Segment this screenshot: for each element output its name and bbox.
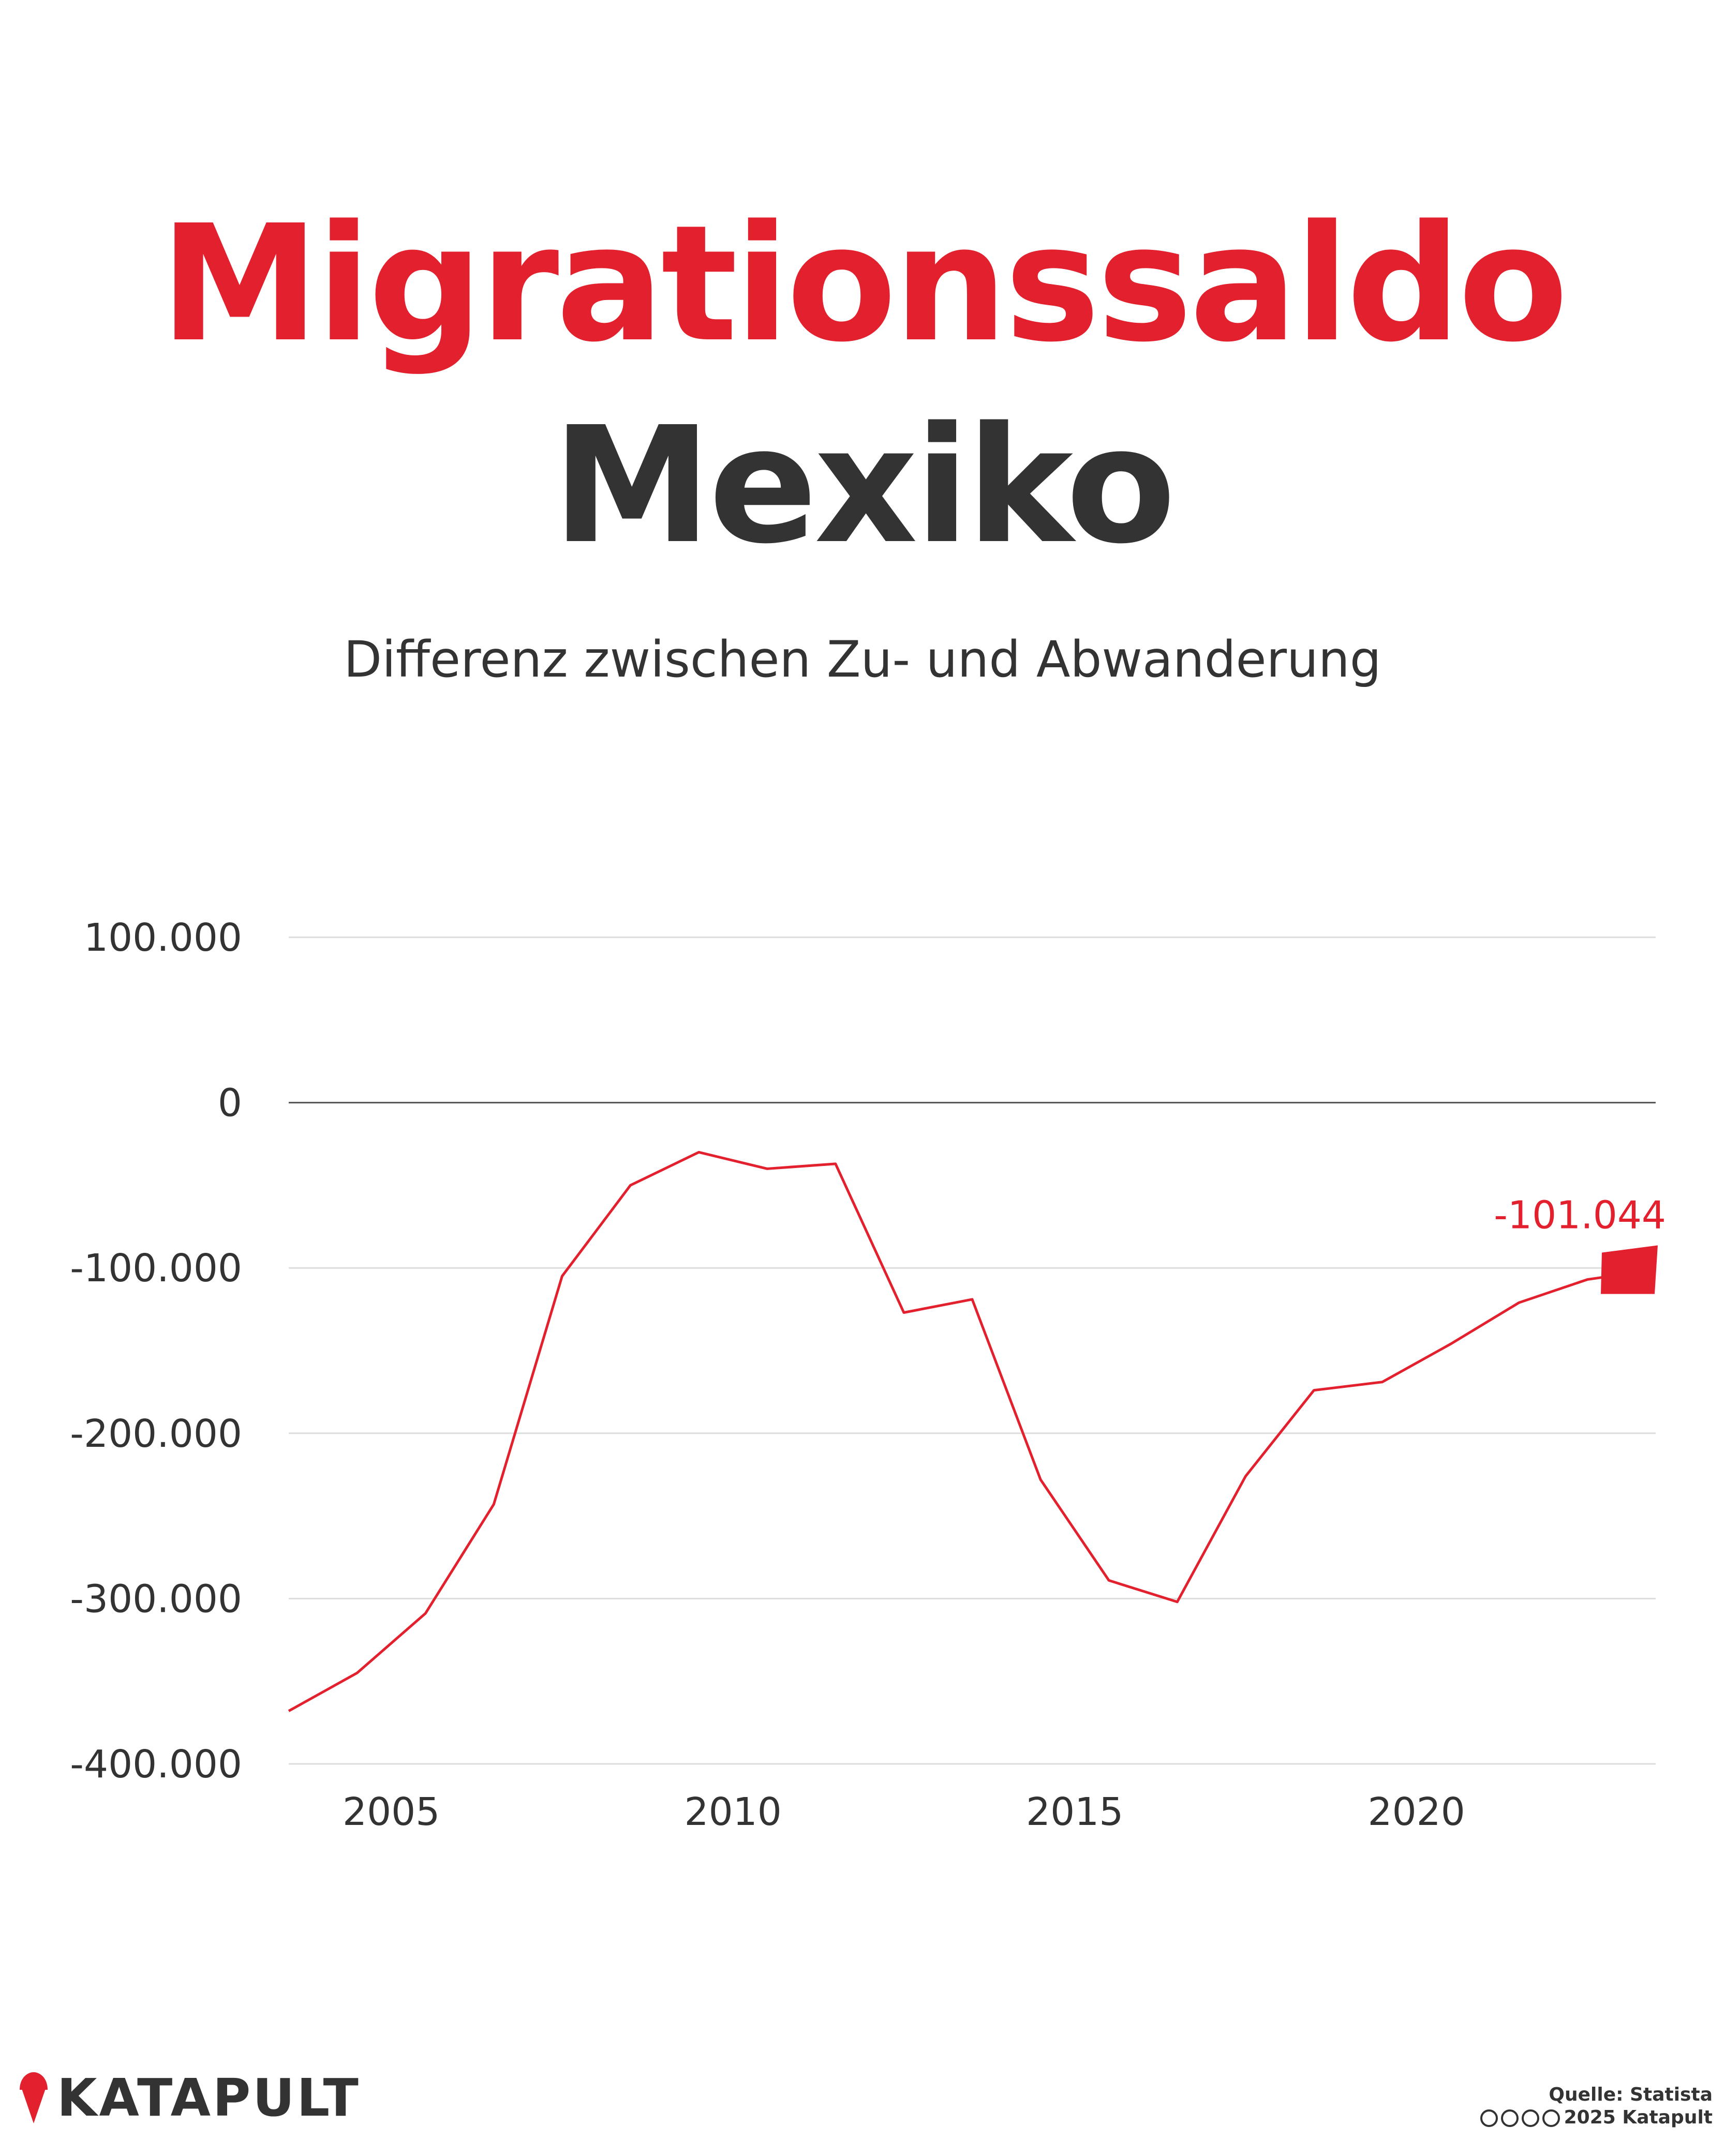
license-line: 2025 Katapult	[1480, 2106, 1713, 2129]
x-tick-label: 2010	[684, 1790, 781, 1834]
source-block: Quelle: Statista 2025 Katapult	[1480, 2084, 1713, 2129]
nc-icon	[1521, 2109, 1539, 2127]
katapult-logo: KATAPULT	[16, 2064, 361, 2131]
source-text: Quelle: Statista	[1549, 2084, 1713, 2105]
title-line-1: Migrationssaldo	[159, 191, 1568, 378]
ice-cream-icon	[20, 2072, 48, 2123]
x-tick-label: 2020	[1367, 1790, 1465, 1834]
y-tick-label: 0	[218, 1081, 242, 1126]
series	[288, 1150, 1656, 1712]
logo-text: KATAPULT	[57, 2067, 361, 2128]
cc-license-icons	[1480, 2109, 1560, 2127]
series-line	[288, 1150, 1656, 1712]
y-tick-label: 100.000	[84, 916, 242, 960]
end-marker	[1601, 1245, 1658, 1294]
x-tick-label: 2005	[343, 1790, 440, 1834]
gridlines	[289, 936, 1656, 1765]
cc-icon	[1480, 2109, 1498, 2127]
nd-icon	[1542, 2109, 1560, 2127]
y-tick-label: -300.000	[70, 1577, 242, 1621]
copyright-text: 2025 Katapult	[1564, 2107, 1713, 2128]
y-tick-label: -100.000	[70, 1246, 242, 1291]
subtitle: Differenz zwischen Zu- und Abwanderung	[344, 631, 1381, 688]
annotation: -101.044	[1494, 1193, 1666, 1294]
by-icon	[1500, 2109, 1519, 2127]
y-axis-labels: 100.000 0 -100.000 -200.000 -300.000 -400.000	[70, 916, 242, 1787]
y-tick-label: -400.000	[70, 1742, 242, 1787]
y-tick-label: -200.000	[70, 1412, 242, 1456]
end-value-label: -101.044	[1494, 1193, 1666, 1238]
x-axis-labels: 2005 2010 2015 2020	[343, 1790, 1465, 1834]
x-tick-label: 2015	[1026, 1790, 1123, 1834]
title-line-2: Mexiko	[552, 393, 1176, 579]
